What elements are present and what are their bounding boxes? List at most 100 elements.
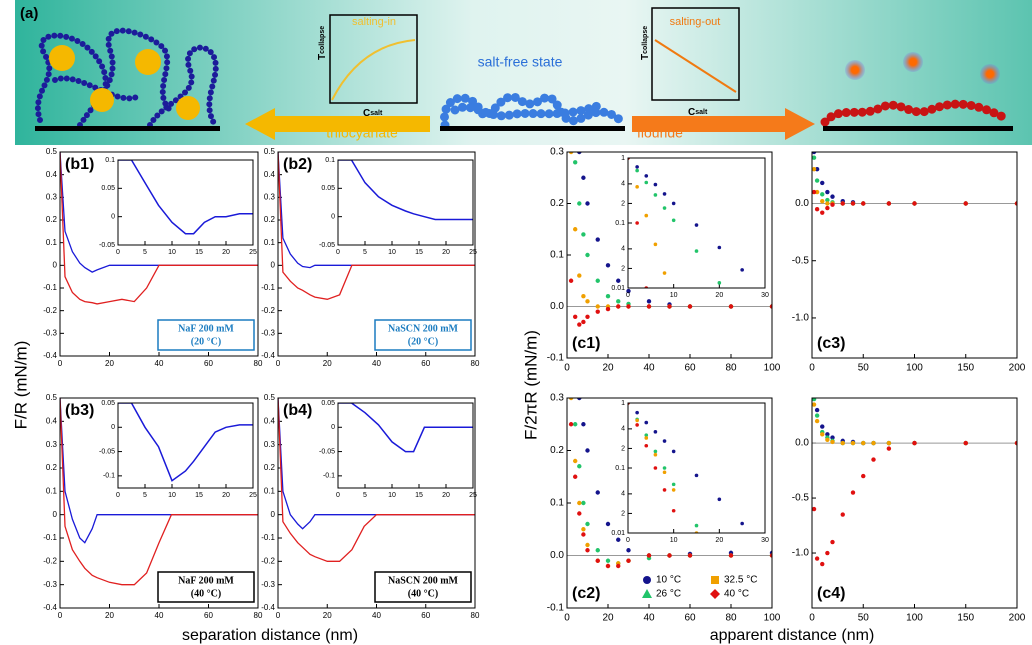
symbol: C: [688, 107, 695, 118]
y-tick-label: -0.05: [99, 242, 115, 249]
y-tick-label: 4: [621, 246, 625, 253]
y-tick-label: 0: [111, 424, 115, 431]
data-point: [606, 522, 610, 526]
data-point: [616, 538, 620, 542]
y-tick-label: 0.0: [795, 198, 809, 209]
legend-label: 32.5 °C: [724, 575, 757, 586]
x-tick-label: 30: [761, 292, 769, 299]
x-tick-label: 20: [715, 292, 723, 299]
data-point: [964, 201, 968, 205]
data-point: [815, 556, 819, 560]
y-tick-label: 0.01: [611, 530, 625, 537]
y-tick-label: 0.3: [550, 393, 564, 404]
data-point: [644, 174, 648, 178]
y-tick-label: 1: [621, 400, 625, 407]
data-point: [616, 304, 620, 308]
x-tick-label: 40: [155, 611, 164, 620]
data-point: [695, 474, 699, 478]
y-tick-label: -0.5: [792, 493, 810, 504]
annotation: (40 °C): [191, 588, 221, 599]
x-tick-label: 25: [249, 249, 257, 256]
data-point: [635, 221, 639, 225]
ion: [176, 96, 200, 120]
data-point: [825, 201, 829, 205]
data-point: [577, 201, 581, 205]
data-point: [871, 441, 875, 445]
data-point: [820, 192, 824, 196]
data-point: [830, 440, 834, 444]
y-tick-label: -0.4: [261, 603, 275, 612]
y-tick-label: -0.5: [792, 255, 810, 266]
data-point: [812, 507, 816, 511]
data-point: [573, 459, 577, 463]
x-tick-label: 40: [372, 611, 381, 620]
substrate: [823, 126, 1013, 131]
x-tick-label: 100: [906, 363, 923, 374]
data-point: [815, 419, 819, 423]
x-tick-label: 80: [471, 611, 480, 620]
x-tick-label: 0: [58, 359, 63, 368]
data-point: [815, 413, 819, 417]
subscript: collapse: [319, 26, 326, 54]
y-tick-label: -1.0: [792, 313, 810, 324]
data-point: [654, 243, 658, 247]
data-point: [581, 294, 585, 298]
x-axis-title: apparent distance (nm): [710, 627, 875, 644]
x-tick-label: 0: [58, 611, 63, 620]
plot-area: [812, 152, 1017, 358]
data-point: [654, 450, 658, 454]
data-point: [812, 167, 816, 171]
y-axis-title: F/2πR (mN/m): [521, 330, 540, 440]
data-point: [663, 271, 667, 275]
data-point: [616, 564, 620, 568]
x-tick-label: 0: [564, 363, 570, 374]
data-point: [596, 237, 600, 241]
data-point: [647, 553, 651, 557]
data-point: [815, 408, 819, 412]
y-tick-label: -0.3: [43, 328, 57, 337]
x-tick-label: 40: [643, 363, 655, 374]
data-point: [569, 279, 573, 283]
x-tick-label: 5: [143, 492, 147, 499]
data-point: [871, 457, 875, 461]
data-point: [654, 453, 658, 457]
x-tick-label: 25: [469, 492, 477, 499]
y-tick-label: 0.4: [46, 416, 58, 425]
annotation: NaSCN 200 mM: [388, 575, 459, 586]
panel-label: (b1): [65, 156, 94, 173]
data-point: [577, 464, 581, 468]
y-tick-label: -0.3: [261, 580, 275, 589]
y-tick-label: 2: [621, 445, 625, 452]
y-tick-label: 0.1: [615, 465, 625, 472]
data-point: [887, 201, 891, 205]
data-point: [596, 304, 600, 308]
x-tick-label: 60: [684, 363, 696, 374]
x-tick-label: 0: [336, 492, 340, 499]
subscript: salt: [370, 110, 383, 117]
data-point: [581, 176, 585, 180]
data-point: [606, 564, 610, 568]
data-point: [825, 190, 829, 194]
legend-label: 10 °C: [656, 575, 681, 586]
data-point: [644, 444, 648, 448]
data-point: [887, 446, 891, 450]
data-point: [695, 524, 699, 528]
data-point: [644, 421, 648, 425]
x-tick-label: 15: [415, 249, 423, 256]
data-point: [672, 450, 676, 454]
data-point: [820, 424, 824, 428]
annotation: (20 °C): [408, 336, 438, 347]
y-tick-label: -0.1: [43, 283, 57, 292]
y-axis-title: F/R (mN/m): [11, 341, 30, 430]
data-point: [606, 263, 610, 267]
y-tick-label: 0.5: [46, 393, 58, 402]
arrow-label: thiocyanate: [326, 125, 398, 141]
data-point: [841, 441, 845, 445]
data-point: [585, 548, 589, 552]
x-tick-label: 15: [195, 249, 203, 256]
panel-label: (b3): [65, 402, 94, 419]
subscript: salt: [695, 109, 708, 116]
panel-label: (a): [20, 5, 38, 22]
y-tick-label: 0.5: [264, 393, 276, 402]
data-point: [672, 483, 676, 487]
